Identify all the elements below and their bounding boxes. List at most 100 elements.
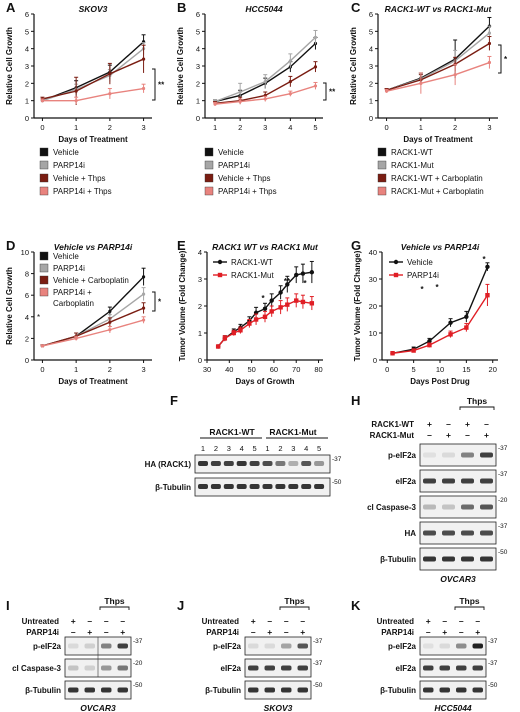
blot-band [442, 452, 455, 458]
blot-band [84, 665, 95, 671]
blot-k-thps-bracket [454, 606, 485, 610]
data-point [141, 318, 146, 322]
data-point [269, 309, 274, 314]
blot-f-lane-label: 4 [304, 444, 308, 453]
blot-h-row-box [419, 521, 497, 545]
blot-h-row-label: cl Caspase-3 [367, 503, 416, 512]
data-point [300, 271, 306, 276]
blot-i-cell-line: OVCAR3 [80, 703, 116, 712]
legend-b-swatch [204, 186, 214, 196]
y-tick-label: 1 [196, 97, 200, 106]
legend-a-swatch [39, 173, 49, 183]
blot-band [472, 665, 483, 671]
blot-k-marker: -37 [488, 638, 498, 645]
data-point [231, 330, 236, 336]
blot-k-marker: -37 [488, 660, 498, 667]
blot-h-sign: – [446, 419, 451, 429]
legend-g-marker [393, 259, 399, 265]
x-tick-label: 5 [412, 365, 416, 374]
panel-letter-e: E [177, 238, 186, 253]
blot-band [101, 643, 112, 649]
blot-j-thps-bracket [279, 606, 310, 610]
blot-band [461, 504, 474, 510]
blot-h-marker: -37 [498, 523, 508, 530]
blot-j-marker: -37 [313, 660, 323, 667]
sig-star-e: * [303, 279, 307, 288]
y-axis-label-g: Tumor Volume (Fold Change) [353, 250, 362, 361]
data-point [238, 99, 242, 104]
x-axis-label-c: Days of Treatment [403, 135, 473, 144]
blot-j-sign: – [251, 627, 256, 637]
legend-d-swatch [39, 251, 49, 261]
x-tick-label: 3 [141, 123, 145, 132]
series-line-d-2 [42, 307, 144, 347]
data-point [238, 328, 243, 333]
blot-i-condition-label: PARP14i [26, 628, 59, 637]
data-point [390, 351, 395, 356]
blot-i-condition-label: Untreated [22, 617, 59, 626]
data-point [313, 65, 318, 69]
y-tick-label: 2 [196, 79, 200, 88]
series-line-c-2 [386, 42, 490, 91]
legend-d-label: Vehicle + Carboplatin [53, 276, 129, 285]
blot-band [472, 687, 483, 693]
blot-f-lane-label: 5 [317, 444, 321, 453]
blot-band [423, 478, 436, 484]
legend-g-label: Vehicle [407, 258, 433, 267]
blot-k-sign: + [442, 627, 447, 637]
chart-title-e: RACK1 WT vs RACK1 Mut [212, 242, 319, 252]
y-tick-label: 6 [369, 10, 373, 19]
blot-band [275, 461, 286, 466]
x-tick-label: 1 [74, 365, 78, 374]
data-point [300, 299, 306, 305]
legend-g-marker [393, 272, 399, 278]
blot-band [117, 687, 128, 693]
legend-c-label: RACK1-WT [391, 148, 433, 157]
x-tick-label: 2 [453, 123, 457, 132]
legend-e-label: RACK1-Mut [231, 271, 274, 280]
y-tick-label: 5 [369, 27, 373, 36]
blot-j-row-box [244, 658, 312, 678]
blot-j-cell-line: SKOV3 [264, 703, 293, 712]
panel-letter-h: H [351, 393, 360, 408]
blot-band [442, 530, 455, 536]
blot-band [480, 556, 493, 562]
legend-c-swatch [377, 160, 387, 170]
blot-band [84, 643, 95, 649]
blot-k-sign: – [459, 616, 464, 626]
panel-letter-c: C [351, 0, 361, 15]
data-point [108, 320, 112, 324]
data-point [253, 317, 259, 322]
legend-d-label: PARP14i [53, 264, 85, 273]
x-tick-label: 0 [40, 365, 44, 374]
blot-f-row-label: HA (RACK1) [145, 460, 192, 469]
chart-title-g: Vehicle vs PARP14i [401, 242, 480, 252]
legend-e-label: RACK1-WT [231, 258, 273, 267]
legend-g-label: PARP14i [407, 271, 439, 280]
blot-band [314, 484, 325, 489]
blot-h-sign: – [484, 419, 489, 429]
x-tick-label: 0 [384, 123, 388, 132]
blot-h-row-label: HA [404, 529, 416, 538]
blot-h-row-box [419, 495, 497, 519]
legend-a-swatch [39, 160, 49, 170]
x-axis-label-a: Days of Treatment [58, 135, 128, 144]
blot-i-thps-label: Thps [104, 596, 125, 606]
data-point [288, 59, 292, 63]
data-point [309, 301, 315, 306]
chart-title-d: Vehicle vs PARP14i [54, 242, 133, 252]
data-point [419, 81, 423, 85]
legend-e-marker [217, 272, 223, 278]
legend-a-swatch [39, 186, 49, 196]
data-point [213, 102, 217, 106]
series-line-g-1 [392, 294, 489, 354]
sig-star-g: * [482, 255, 486, 264]
x-tick-label: 5 [313, 123, 317, 132]
data-point [288, 92, 292, 96]
blot-band [210, 484, 221, 489]
blot-j-condition-label: Untreated [202, 617, 239, 626]
legend-d-swatch [39, 287, 49, 297]
legend-c-label: RACK1-WT + Carboplatin [391, 174, 483, 183]
legend-d-label: Vehicle [53, 252, 79, 261]
